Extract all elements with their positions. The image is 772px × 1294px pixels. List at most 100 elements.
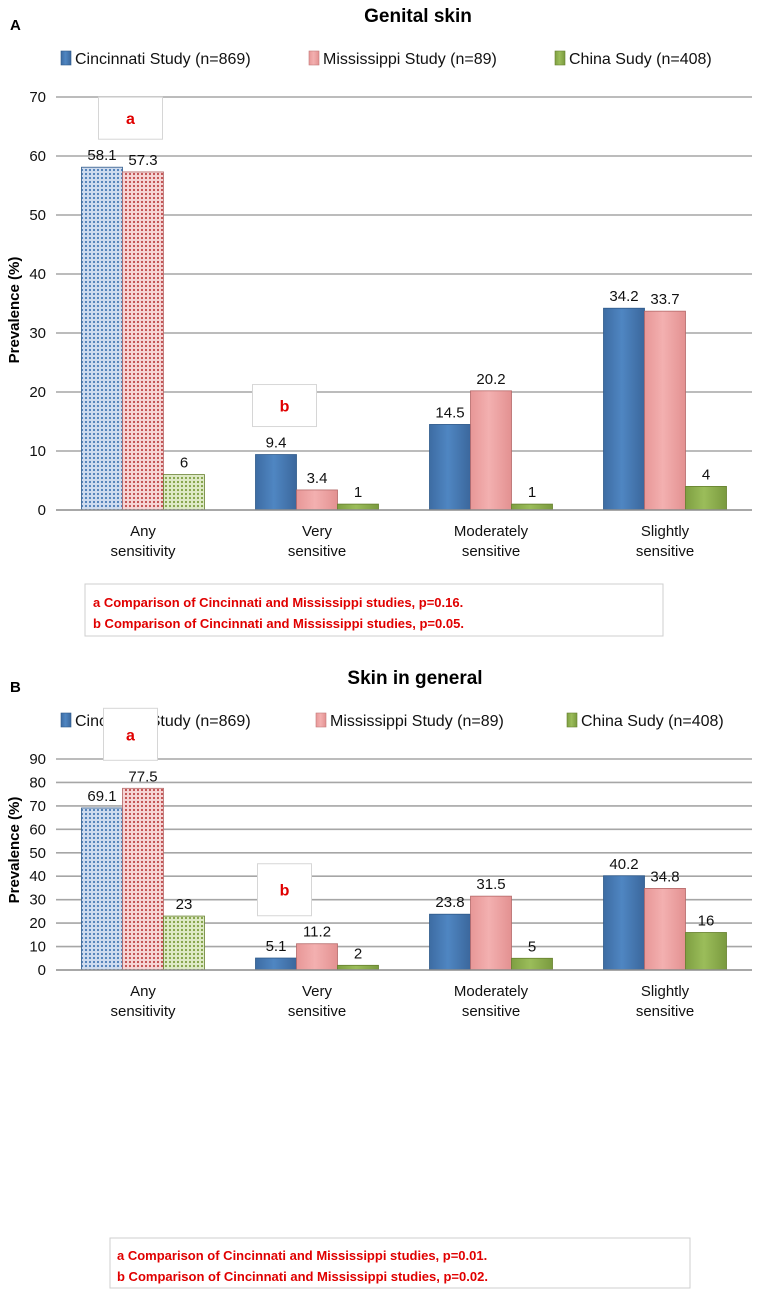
annotation-box [103,707,158,761]
chart-skin-in-general: B Skin in general Cincinnati Study (n=86… [6,668,752,1289]
bar-cincinnati [255,454,297,511]
y-tick-label: 20 [29,384,46,401]
legend: Cincinnati Study (n=869) Mississippi Stu… [60,712,724,730]
bar-cincinnati [429,424,471,511]
legend-label-mississippi: Mississippi Study (n=89) [330,713,504,730]
y-tick-label: 50 [29,207,46,224]
bar-cincinnati [429,913,471,971]
y-axis-label: Prevalence (%) [6,257,23,364]
y-axis-ticks: 0 10 20 30 40 50 60 70 [29,89,46,519]
x-axis-category-labels: Any sensitivity Very sensitive Moderately sen… [110,523,694,560]
chart-title: Genital skin [364,6,472,27]
y-tick-label: 90 [29,751,46,768]
bars [81,787,727,971]
data-label-cincinnati: 40.2 [609,856,638,873]
y-tick-label: 40 [29,868,46,885]
bar-cincinnati [81,166,123,511]
x-category-label: Moderately [454,523,529,540]
legend-label-china: China Sudy (n=408) [581,713,724,730]
x-category-label: Moderately [454,983,529,1000]
bar-cincinnati [81,807,123,971]
bar-mississippi [296,489,338,511]
data-label-mississippi: 77.5 [128,768,157,785]
x-category-label: sensitivity [110,1003,176,1020]
data-label-china: 2 [354,945,362,962]
data-label-cincinnati: 34.2 [609,288,638,305]
annotation-letter: b [280,883,290,900]
data-label-mississippi: 34.8 [650,868,679,885]
y-tick-label: 0 [38,502,46,519]
bar-china [511,957,553,971]
chart-genital-skin: A Genital skin Cincinnati Study (n=869) … [6,6,752,637]
notes-box-frame [109,1237,691,1289]
y-tick-label: 0 [38,962,46,979]
bar-mississippi [470,390,512,511]
bar-china [685,485,727,511]
x-category-label: sensitive [636,1003,694,1020]
legend-label-china: China Sudy (n=408) [569,51,712,68]
y-tick-label: 30 [29,325,46,342]
x-category-label: sensitivity [110,543,176,560]
annotation-letter: b [280,399,290,416]
bar-china [163,474,205,511]
y-tick-label: 40 [29,266,46,283]
data-label-mississippi: 20.2 [476,371,505,388]
legend-swatch-cincinnati [60,50,72,66]
legend-label-cincinnati: Cincinnati Study (n=869) [75,713,251,730]
notes-box-frame [84,583,664,637]
legend-swatch-mississippi [308,50,320,66]
data-label-china: 16 [698,912,715,929]
x-category-label: sensitive [636,543,694,560]
data-label-mississippi: 33.7 [650,291,679,308]
data-label-cincinnati: 23.8 [435,894,464,911]
legend-label-mississippi: Mississippi Study (n=89) [323,51,497,68]
bar-mississippi [296,943,338,971]
notes-box: a Comparison of Cincinnati and Mississip… [84,583,664,637]
significance-annotations: ab [103,707,312,917]
annotation-box [252,384,317,428]
y-tick-label: 50 [29,845,46,862]
x-category-label: Any [130,523,156,540]
legend: Cincinnati Study (n=869) Mississippi Stu… [60,50,712,68]
data-label-cincinnati: 5.1 [266,938,287,955]
data-label-cincinnati: 14.5 [435,404,464,421]
y-tick-label: 80 [29,774,46,791]
data-label-china: 5 [528,938,536,955]
bars [81,166,727,511]
notes-box: a Comparison of Cincinnati and Mississip… [109,1237,691,1289]
y-tick-label: 60 [29,148,46,165]
data-label-china: 6 [180,455,188,472]
x-category-label: sensitive [462,1003,520,1020]
legend-swatch-china [554,50,566,66]
note-b: b Comparison of Cincinnati and Mississip… [93,616,464,631]
data-label-mississippi: 11.2 [303,924,331,941]
bar-cincinnati [603,307,645,511]
annotation-letter: a [126,727,135,744]
bar-china [685,932,727,971]
panel-label-a: A [10,17,21,34]
x-category-label: sensitive [288,543,346,560]
chart-title: Skin in general [347,668,482,689]
annotation-box [98,96,163,140]
legend-swatch-china [566,712,578,728]
legend-label-cincinnati: Cincinnati Study (n=869) [75,51,251,68]
panel-label-b: B [10,679,21,696]
y-tick-label: 20 [29,915,46,932]
data-label-china: 1 [528,484,536,501]
data-label-cincinnati: 69.1 [87,788,116,805]
data-labels: 69.1 77.5 23 5.1 11.2 2 23.8 31.5 5 40.2 34.8 16 [87,768,714,962]
legend-swatch-cincinnati [60,712,72,728]
data-label-mississippi: 31.5 [476,876,505,893]
y-axis-label: Prevalence (%) [6,797,23,904]
y-tick-label: 70 [29,89,46,106]
data-label-china: 1 [354,484,362,501]
annotation-box [257,863,312,917]
bar-mississippi [644,310,686,511]
bar-mississippi [470,895,512,971]
bar-china [163,915,205,971]
bar-mississippi [122,787,164,971]
data-label-china: 23 [176,896,193,913]
x-category-label: sensitive [288,1003,346,1020]
x-category-label: Very [302,983,333,1000]
